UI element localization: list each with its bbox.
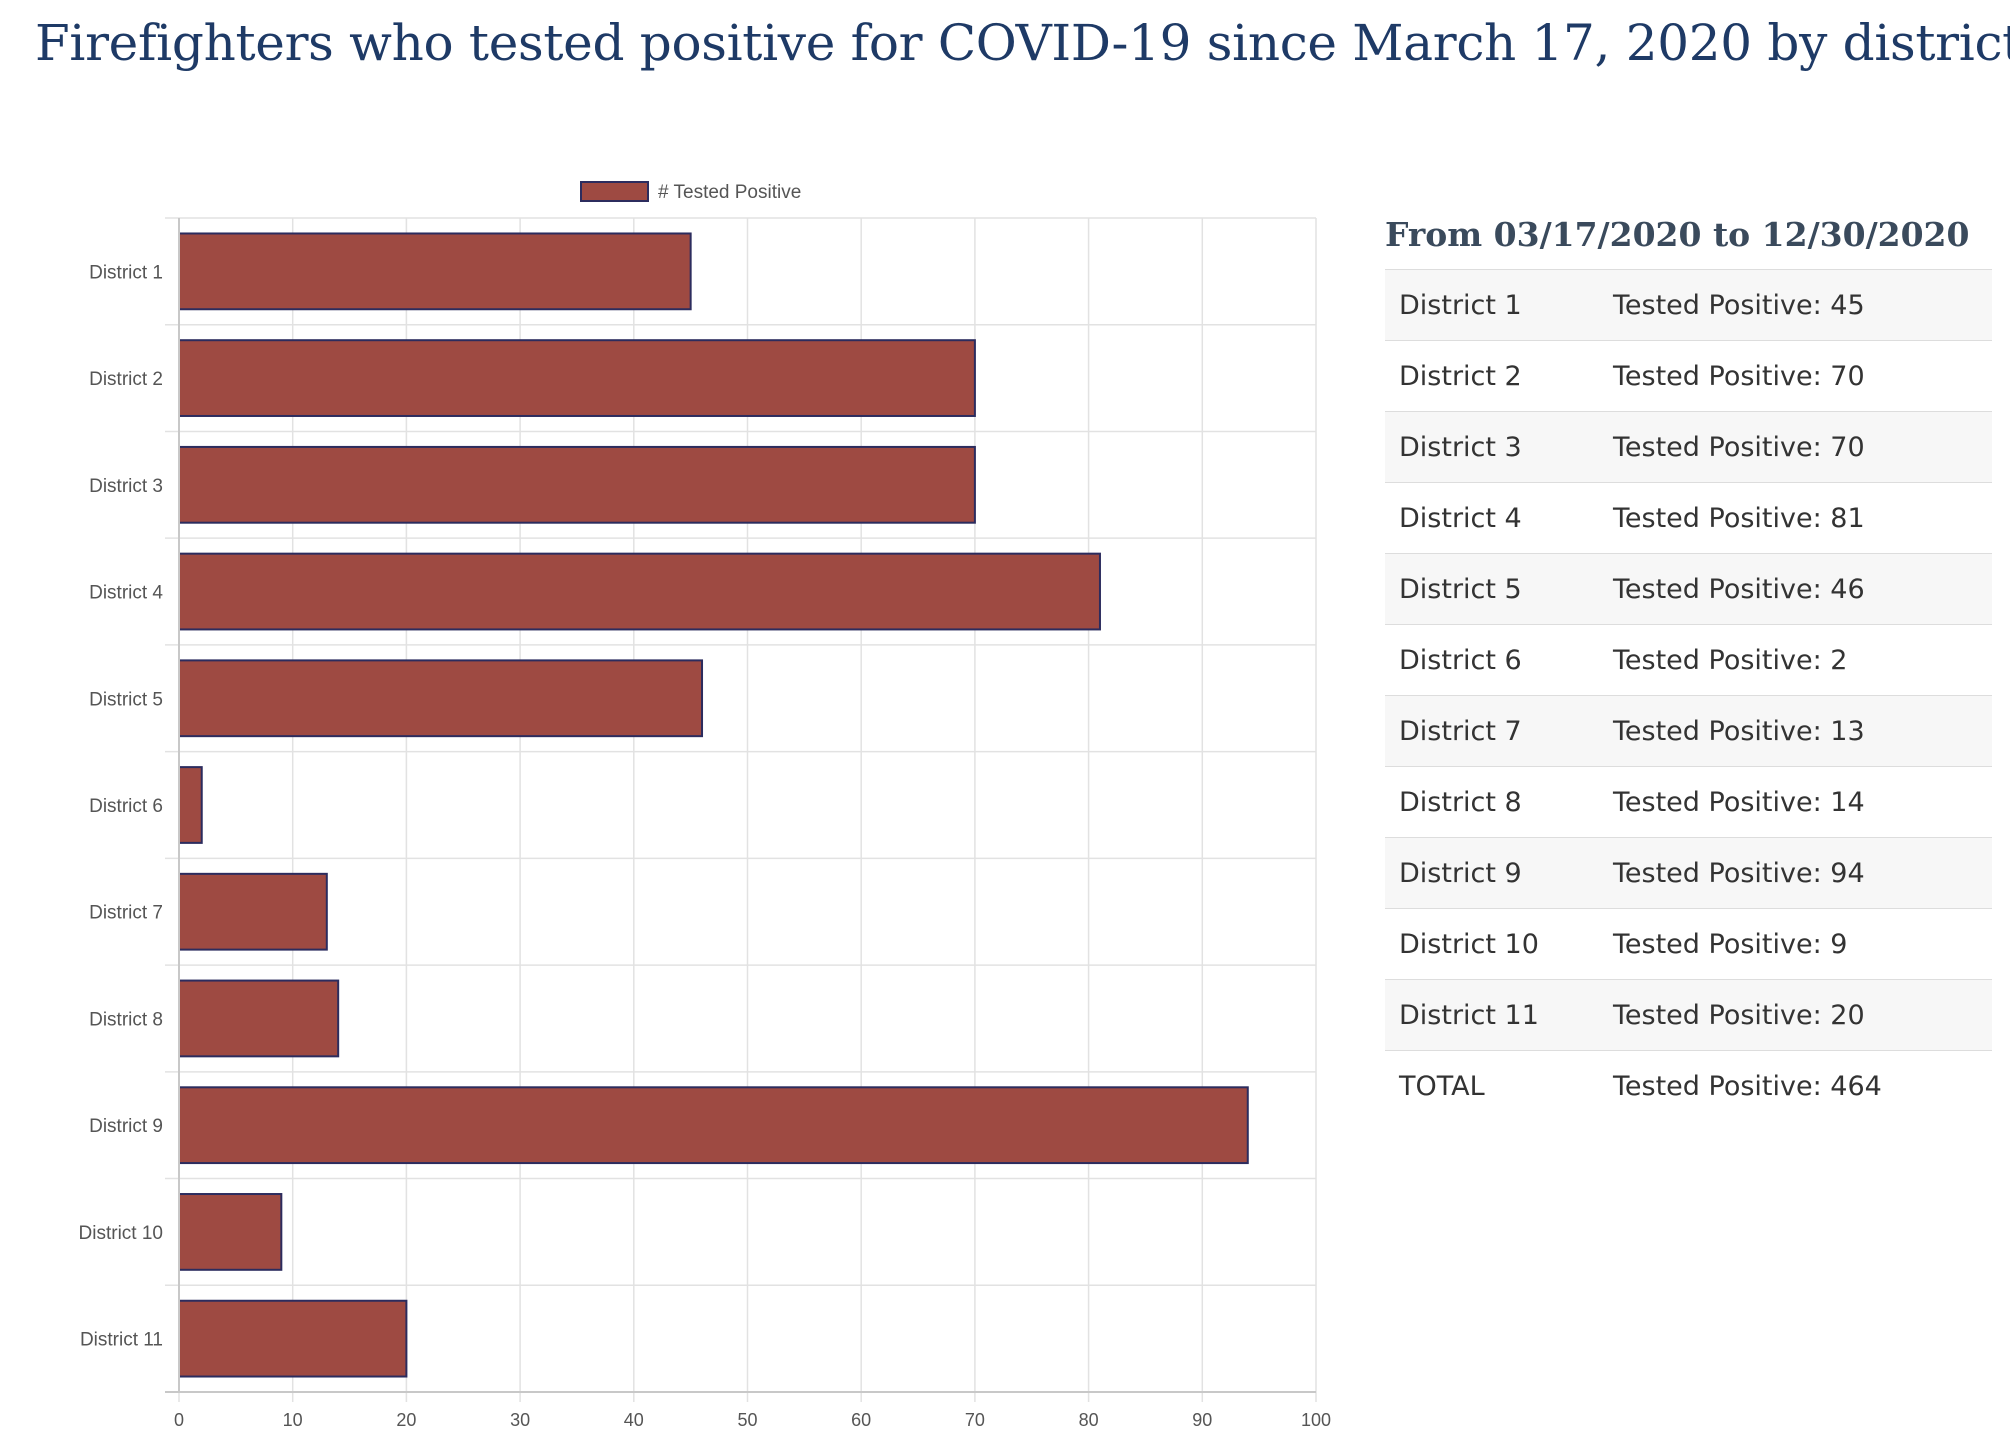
summary-heading: From 03/17/2020 to 12/30/2020 [1385,215,1970,254]
table-row: District 11 Tested Positive: 20 [1385,979,1992,1051]
bar-district-1[interactable] [178,232,692,311]
bar-district-7[interactable] [178,872,328,951]
table-row-total: TOTAL Tested Positive: 464 [1385,1050,1992,1121]
table-row: District 4 Tested Positive: 81 [1385,482,1992,554]
district-name-cell: District 6 [1385,624,1599,696]
y-tick-label: District 4 [89,583,163,604]
tested-positive-cell: Tested Positive: 14 [1599,766,1992,838]
y-tick-label: District 5 [89,689,163,710]
tested-positive-cell: Tested Positive: 46 [1599,553,1992,625]
y-tick-label: District 3 [89,476,163,497]
x-tick-label: 10 [283,1410,303,1430]
legend-swatch [580,181,649,202]
y-tick-label: District 9 [89,1116,163,1137]
tested-positive-cell: Tested Positive: 2 [1599,624,1992,696]
tested-positive-cell: Tested Positive: 81 [1599,482,1992,554]
district-name-cell: District 2 [1385,340,1599,412]
bar-district-11[interactable] [178,1299,408,1378]
bar-chart: 0 10 20 30 40 50 60 70 80 90 100 District 1 District… [79,181,1331,1430]
y-tick-label: District 1 [89,262,163,283]
tested-positive-cell: Tested Positive: 13 [1599,695,1992,767]
district-name-cell: District 1 [1385,269,1599,341]
bar-district-8[interactable] [178,979,340,1058]
bar-district-3[interactable] [178,445,976,524]
x-tick-label: 20 [396,1410,416,1430]
table-row: District 5 Tested Positive: 46 [1385,553,1992,625]
district-name-cell: District 7 [1385,695,1599,767]
table-row: District 3 Tested Positive: 70 [1385,411,1992,483]
tested-positive-cell: Tested Positive: 464 [1599,1050,1992,1121]
x-tick-label: 0 [174,1410,184,1430]
axes: 0 10 20 30 40 50 60 70 80 90 100 District 1 District… [79,218,1331,1430]
district-name-cell: District 5 [1385,553,1599,625]
y-tick-label: District 2 [89,369,163,390]
table-row: District 7 Tested Positive: 13 [1385,695,1992,767]
x-tick-label: 40 [624,1410,644,1430]
district-name-cell: TOTAL [1385,1050,1599,1121]
district-name-cell: District 4 [1385,482,1599,554]
district-name-cell: District 9 [1385,837,1599,909]
legend-label: # Tested Positive [658,182,801,203]
y-tick-label: District 10 [79,1223,163,1244]
bar-district-9[interactable] [178,1086,1249,1165]
bars [178,232,1249,1378]
x-tick-label: 50 [737,1410,757,1430]
x-tick-label: 80 [1079,1410,1099,1430]
y-tick-label: District 6 [89,796,163,817]
x-tick-label: 70 [965,1410,985,1430]
x-tick-label: 90 [1192,1410,1212,1430]
y-tick-label: District 8 [89,1009,163,1030]
y-tick-label: District 11 [80,1330,163,1351]
tested-positive-cell: Tested Positive: 45 [1599,269,1992,341]
table-row: District 2 Tested Positive: 70 [1385,340,1992,412]
page-title: Firefighters who tested positive for COV… [35,14,2010,72]
tested-positive-cell: Tested Positive: 70 [1599,340,1992,412]
tested-positive-cell: Tested Positive: 20 [1599,979,1992,1051]
tested-positive-cell: Tested Positive: 94 [1599,837,1992,909]
bar-district-5[interactable] [178,659,704,738]
summary-panel: From 03/17/2020 to 12/30/2020 District 1… [1385,215,1992,1121]
x-tick-label: 60 [851,1410,871,1430]
district-name-cell: District 11 [1385,979,1599,1051]
bar-district-6[interactable] [178,766,203,844]
district-name-cell: District 8 [1385,766,1599,838]
legend[interactable]: # Tested Positive [580,181,801,203]
table-row: District 10 Tested Positive: 9 [1385,908,1992,980]
table-row: District 9 Tested Positive: 94 [1385,837,1992,909]
tested-positive-cell: Tested Positive: 70 [1599,411,1992,483]
bar-district-2[interactable] [178,339,976,417]
table-row: District 8 Tested Positive: 14 [1385,766,1992,838]
tested-positive-cell: Tested Positive: 9 [1599,908,1992,980]
table-row: District 6 Tested Positive: 2 [1385,624,1992,696]
district-name-cell: District 3 [1385,411,1599,483]
bar-district-4[interactable] [178,552,1101,631]
district-name-cell: District 10 [1385,908,1599,980]
x-tick-label: 30 [510,1410,530,1430]
bar-district-10[interactable] [178,1193,283,1271]
y-tick-label: District 7 [89,903,163,924]
x-tick-label: 100 [1301,1410,1331,1430]
table-row: District 1 Tested Positive: 45 [1385,269,1992,341]
